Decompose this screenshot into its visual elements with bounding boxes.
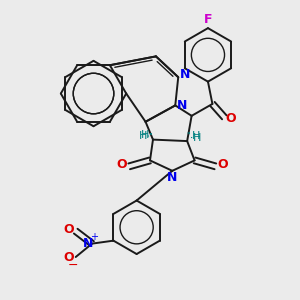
Text: H: H (192, 131, 200, 141)
Text: O: O (64, 223, 74, 236)
Text: '': '' (186, 131, 191, 140)
Text: F: F (204, 13, 212, 26)
Text: +: + (90, 232, 98, 242)
Text: O: O (116, 158, 127, 171)
Text: −: − (68, 259, 78, 272)
Text: O: O (64, 251, 74, 264)
Text: O: O (218, 158, 228, 171)
Text: H: H (194, 133, 202, 142)
Text: N: N (167, 171, 178, 184)
Text: H: H (138, 131, 147, 141)
Text: N: N (180, 68, 190, 81)
Text: H: H (140, 130, 149, 140)
Text: •: • (149, 131, 154, 137)
Text: O: O (226, 112, 236, 125)
Text: N: N (83, 236, 94, 250)
Text: N: N (177, 99, 187, 112)
